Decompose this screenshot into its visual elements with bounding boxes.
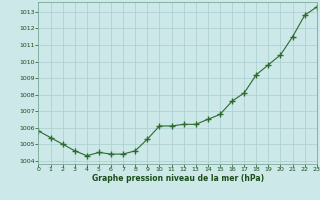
X-axis label: Graphe pression niveau de la mer (hPa): Graphe pression niveau de la mer (hPa) [92,174,264,183]
